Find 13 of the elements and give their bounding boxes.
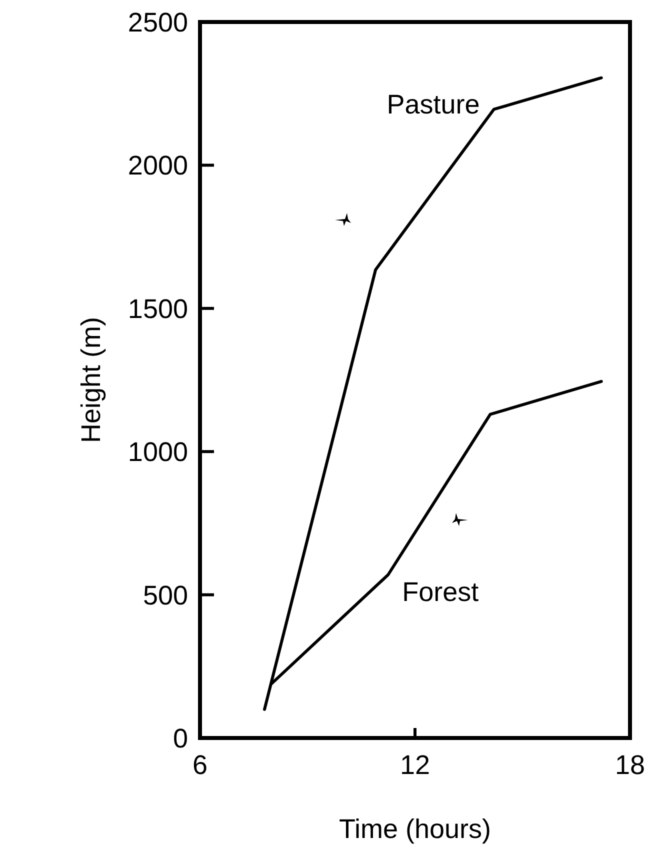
y-axis-title: Height (m): [76, 316, 106, 444]
y-tick-label: 1000: [128, 437, 188, 468]
y-tick-label: 0: [172, 723, 188, 754]
x-tick-label: 18: [614, 750, 646, 780]
series-label: Forest: [402, 576, 480, 607]
series-label: Pasture: [386, 89, 480, 120]
y-tick-label: 2500: [128, 7, 188, 38]
x-tick-label: 6: [192, 750, 208, 780]
y-tick-label: 2000: [128, 150, 188, 181]
x-tick-label: 12: [400, 750, 430, 780]
y-tick-label: 500: [142, 580, 188, 610]
x-axis-title: Time (hours): [338, 814, 492, 844]
y-tick-label: 1500: [128, 294, 188, 324]
